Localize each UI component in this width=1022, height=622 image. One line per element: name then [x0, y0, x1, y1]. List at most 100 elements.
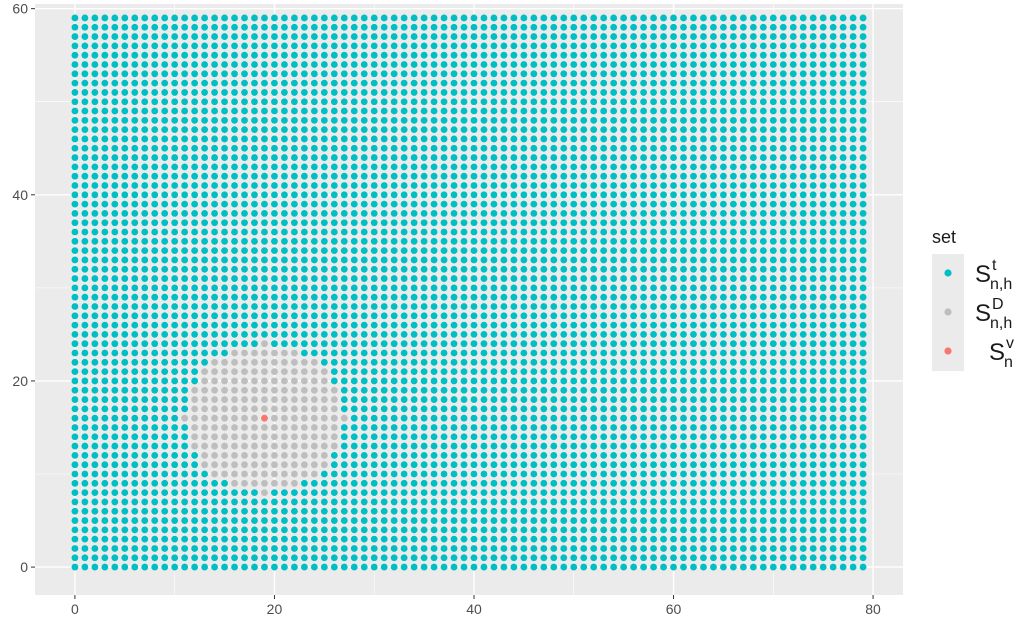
point-S-t: [360, 293, 368, 301]
point-S-t: [749, 182, 757, 189]
point-S-t: [530, 433, 538, 441]
point-S-t: [819, 200, 827, 208]
point-S-t: [739, 228, 747, 236]
point-S-t: [610, 144, 618, 152]
point-S-t: [360, 461, 368, 469]
point-S-t: [610, 107, 618, 115]
point-S-t: [590, 396, 598, 403]
point-S-t: [430, 116, 438, 124]
point-S-t: [261, 228, 268, 236]
point-S-t: [480, 14, 488, 22]
point-S-t: [620, 321, 628, 329]
point-S-t: [769, 414, 777, 422]
point-S-t: [620, 163, 628, 171]
point-S-t: [460, 358, 468, 366]
point-S-t: [540, 247, 548, 255]
point-S-t: [211, 200, 218, 208]
point-S-t: [570, 89, 578, 96]
point-S-t: [470, 182, 478, 189]
point-S-t: [251, 23, 258, 31]
point-S-t: [700, 368, 707, 376]
point-S-t: [440, 498, 448, 506]
point-S-t: [330, 42, 338, 50]
point-S-t: [650, 79, 657, 87]
point-S-t: [151, 414, 159, 422]
point-S-t: [550, 517, 558, 524]
point-S-t: [271, 219, 278, 227]
point-S-t: [161, 498, 169, 506]
point-S-t: [849, 116, 857, 124]
point-S-t: [749, 247, 757, 255]
point-S-t: [849, 489, 857, 497]
point-S-t: [410, 414, 418, 422]
point-S-t: [849, 414, 857, 422]
point-S-t: [440, 396, 448, 403]
point-S-t: [340, 79, 348, 87]
point-S-t: [121, 377, 129, 385]
point-S-t: [261, 23, 268, 31]
point-S-t: [690, 154, 697, 161]
point-S-t: [470, 293, 478, 301]
point-S-t: [570, 386, 578, 394]
point-S-t: [131, 340, 139, 348]
point-S-t: [859, 154, 867, 161]
point-S-t: [241, 33, 248, 40]
point-S-t: [101, 275, 109, 282]
point-S-t: [530, 545, 538, 552]
point-S-t: [380, 526, 388, 534]
point-S-t: [430, 517, 438, 524]
point-S-t: [749, 479, 757, 487]
point-S-t: [211, 507, 218, 515]
point-S-t: [620, 200, 628, 208]
point-S-D: [211, 433, 218, 441]
point-S-t: [829, 33, 837, 40]
point-S-t: [670, 489, 677, 497]
point-S-t: [310, 545, 318, 552]
point-S-t: [749, 563, 757, 571]
point-S-D: [221, 424, 228, 431]
point-S-t: [490, 535, 498, 543]
point-S-t: [171, 200, 179, 208]
point-S-t: [430, 42, 438, 50]
point-S-t: [261, 331, 268, 338]
point-S-t: [540, 507, 548, 515]
point-S-t: [710, 98, 717, 106]
point-S-t: [71, 107, 79, 115]
point-S-t: [161, 210, 169, 217]
point-S-t: [460, 563, 468, 571]
point-S-t: [390, 489, 398, 497]
point-S-t: [600, 349, 608, 357]
point-S-t: [560, 144, 568, 152]
point-S-t: [630, 377, 638, 385]
point-S-t: [720, 340, 727, 348]
point-S-t: [151, 498, 159, 506]
point-S-t: [739, 545, 747, 552]
point-S-t: [440, 228, 448, 236]
point-S-t: [161, 126, 169, 134]
point-S-t: [690, 303, 697, 310]
point-S-t: [510, 163, 518, 171]
point-S-t: [530, 163, 538, 171]
point-S-t: [789, 210, 797, 217]
point-S-t: [739, 275, 747, 282]
point-S-t: [121, 489, 129, 497]
point-S-t: [710, 479, 717, 487]
point-S-t: [191, 312, 199, 320]
point-S-t: [610, 461, 618, 469]
point-S-t: [819, 154, 827, 161]
point-S-t: [520, 358, 528, 366]
point-S-t: [680, 303, 687, 310]
point-S-t: [400, 107, 408, 115]
point-S-t: [600, 116, 608, 124]
point-S-t: [410, 349, 418, 357]
point-S-D: [251, 442, 258, 450]
point-S-t: [111, 340, 119, 348]
point-S-t: [799, 219, 807, 227]
point-S-t: [420, 386, 428, 394]
point-S-t: [779, 70, 787, 78]
point-S-t: [620, 256, 628, 264]
point-S-t: [141, 349, 149, 357]
point-S-t: [161, 526, 169, 534]
point-S-t: [151, 331, 159, 338]
point-S-t: [580, 507, 588, 515]
